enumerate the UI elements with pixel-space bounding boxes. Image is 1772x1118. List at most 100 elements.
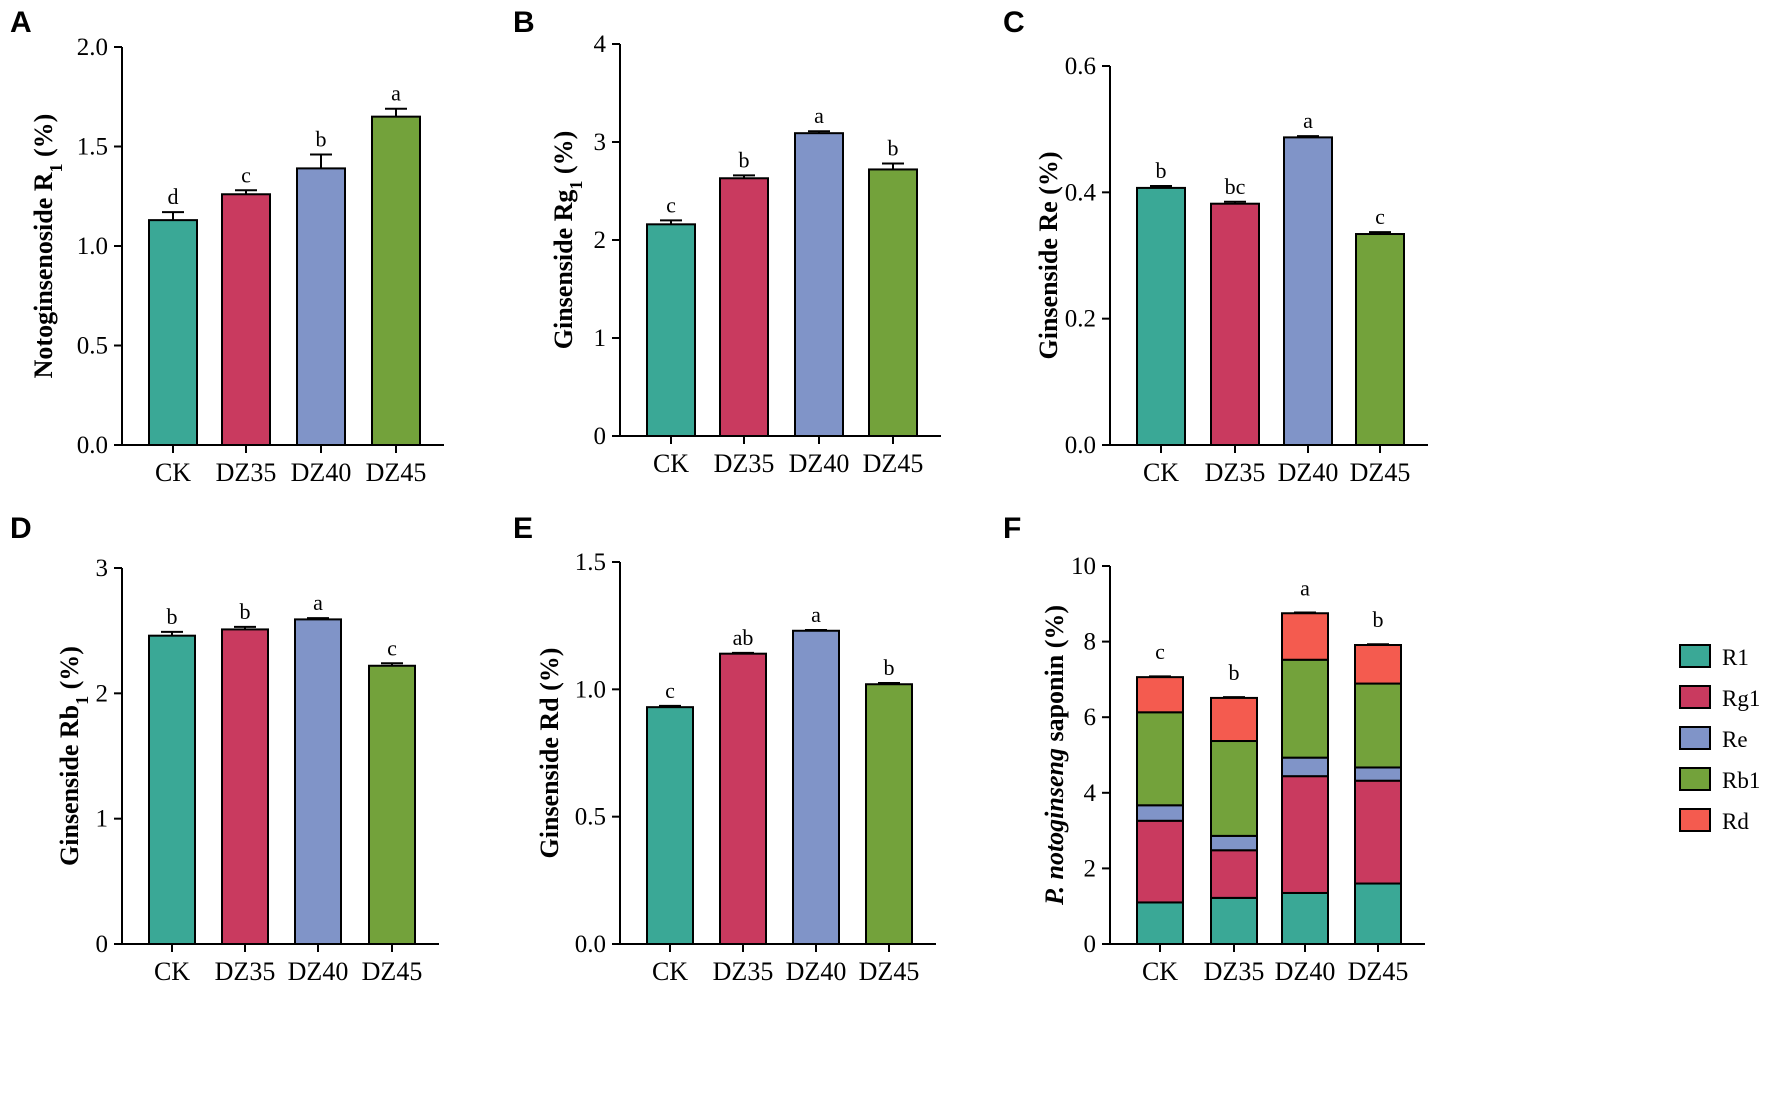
stack-segment-rg1 (1136, 819, 1184, 904)
bar-ck (148, 219, 198, 446)
y-axis-title: P. notoginseng saponin (%) (1040, 605, 1069, 906)
y-tick-label: 0.0 (1065, 432, 1096, 459)
y-axis-title-subscript: 1 (46, 163, 66, 172)
y-axis-title: Ginsenside Rd (%) (535, 648, 564, 859)
significance-label: b (1373, 607, 1384, 632)
significance-label: b (888, 136, 899, 161)
significance-label: b (884, 655, 895, 680)
significance-label: b (739, 147, 750, 172)
panel-letter-c: C (1003, 6, 1025, 39)
y-tick-label: 0.5 (77, 333, 108, 360)
stack-segment-r1 (1354, 882, 1402, 946)
bar-dz40 (1283, 136, 1333, 446)
y-axis-title-suffix: (%) (29, 114, 58, 164)
y-tick-label: 6 (1084, 704, 1097, 731)
y-axis-title-rest: saponin (%) (1040, 605, 1069, 748)
bar-ck (646, 706, 694, 945)
x-tick-label: DZ45 (863, 449, 924, 478)
x-tick-label: DZ45 (859, 957, 920, 986)
x-tick-label: DZ40 (786, 957, 847, 986)
y-axis-title-subscript: 1 (566, 181, 586, 190)
bar-ck (1136, 186, 1186, 447)
x-tick-label: DZ45 (362, 957, 423, 986)
panel-letter-b: B (513, 6, 535, 39)
significance-label: a (1303, 108, 1313, 133)
y-axis-title-subscript: 1 (72, 696, 92, 705)
y-tick-label: 3 (96, 555, 109, 582)
panel-letter-a: A (10, 6, 32, 39)
significance-label: b (167, 604, 178, 629)
y-tick-label: 3 (594, 129, 607, 156)
bar-dz35 (719, 177, 769, 437)
y-axis-title-suffix: (%) (549, 131, 578, 181)
y-axis-title: Ginsenside Re (%) (1034, 152, 1063, 360)
panels: A 0.0 0.5 1.0 1.5 2.0 CK DZ35 DZ40 DZ45 Notoginsen… (10, 6, 1760, 986)
y-tick-label: 2 (96, 680, 109, 707)
stack-segment-rd (1210, 696, 1258, 743)
x-tick-label: DZ45 (1350, 458, 1411, 487)
stack-segment-re (1281, 756, 1329, 778)
chart-panel-f: F 0 2 4 6 8 10 CK DZ35 DZ40 DZ45 P. notoginseng sap… (1003, 512, 1760, 986)
y-axis-title-main: Ginsenside Re (%) (1034, 152, 1063, 360)
bar-dz40 (794, 132, 844, 437)
y-axis-title-italic: P. notoginseng (1040, 748, 1069, 906)
stack-segment-r1 (1136, 901, 1184, 945)
y-tick-label: 4 (594, 31, 607, 58)
bar-dz45 (865, 683, 913, 945)
stack-segment-rd (1281, 612, 1329, 661)
x-tick-label: DZ35 (215, 957, 276, 986)
chart-panel-c: C 0.0 0.2 0.4 0.6 CK DZ35 DZ40 DZ45 Ginsenside Re… (1003, 6, 1428, 487)
y-tick-label: 8 (1084, 629, 1097, 656)
y-tick-label: 1.0 (575, 676, 606, 703)
chart-panel-e: E 0.0 0.5 1.0 1.5 CK DZ35 DZ40 DZ45 Ginsenside Rd… (513, 512, 936, 986)
x-tick-label: DZ35 (714, 449, 775, 478)
bar-dz35 (1210, 202, 1260, 446)
y-tick-label: 1.5 (77, 134, 108, 161)
y-tick-label: 0 (594, 423, 607, 450)
y-axis-title-main: Ginsenside Rb (55, 705, 84, 866)
significance-label: bc (1225, 174, 1246, 199)
significance-label: b (1156, 158, 1167, 183)
bar-dz45 (371, 115, 421, 447)
significance-label: a (814, 103, 824, 128)
y-tick-label: 2 (1084, 855, 1097, 882)
x-tick-label: CK (1142, 957, 1178, 986)
y-axis-title: Notoginsenoside R1 (%) (29, 114, 66, 379)
legend: R1 Rg1 Re Rb1 Rd (1679, 644, 1760, 834)
x-tick-label: CK (155, 458, 191, 487)
y-tick-label: 10 (1071, 553, 1096, 580)
y-tick-label: 0.0 (77, 432, 108, 459)
y-axis-title-main: Notoginsenoside R (29, 172, 58, 378)
stack-segment-re (1210, 834, 1258, 852)
stack-segment-re (1354, 766, 1402, 782)
significance-label: c (666, 192, 676, 217)
x-tick-label: DZ40 (1275, 957, 1336, 986)
significance-label: b (240, 599, 251, 624)
y-tick-label: 1.0 (77, 233, 108, 260)
significance-label: d (168, 184, 179, 209)
significance-label: c (1155, 639, 1165, 664)
y-tick-label: 0.2 (1065, 306, 1096, 333)
stack-segment-rb1 (1354, 682, 1402, 769)
legend-swatch-rb1 (1679, 767, 1711, 791)
panel-letter-e: E (513, 512, 533, 545)
y-tick-label: 0 (96, 931, 109, 958)
y-tick-label: 1 (96, 806, 109, 833)
y-tick-label: 4 (1084, 780, 1097, 807)
stack-segment-rb1 (1210, 740, 1258, 837)
x-tick-label: CK (154, 957, 190, 986)
significance-label: a (1300, 575, 1310, 600)
x-tick-label: DZ35 (713, 957, 774, 986)
stack-segment-rd (1354, 644, 1402, 685)
y-axis-title-main: Ginsenside Rd (%) (535, 648, 564, 859)
significance-label: a (811, 602, 821, 627)
x-tick-label: DZ35 (1204, 957, 1265, 986)
y-tick-label: 2 (594, 227, 607, 254)
stack-segment-r1 (1281, 891, 1329, 945)
y-axis-title: Ginsenside Rg1 (%) (549, 131, 586, 349)
x-tick-label: DZ40 (1278, 458, 1339, 487)
y-axis-title-suffix: (%) (55, 646, 84, 696)
stack-segment-re (1136, 804, 1184, 822)
panel-letter-d: D (10, 512, 32, 545)
x-tick-label: DZ35 (216, 458, 277, 487)
